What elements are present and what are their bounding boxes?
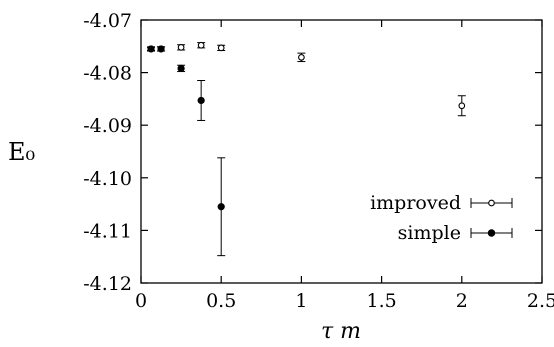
axis-ticks: [140, 19, 543, 284]
point-simple: [217, 203, 225, 211]
legend-label-simple: simple: [398, 222, 461, 244]
x-tick-label: 1.5: [366, 290, 396, 312]
x-axis-label: τ m: [321, 319, 361, 344]
y-tick-label: -4.11: [83, 220, 132, 242]
point-improved: [458, 102, 466, 110]
legend-marker-simple: [487, 229, 496, 237]
x-tick-label: 2.5: [527, 290, 554, 312]
y-tick-labels: -4.07 -4.08 -4.09 -4.10 -4.11 -4.12: [83, 10, 132, 295]
point-improved: [217, 44, 225, 52]
y-tick-label: -4.08: [83, 63, 132, 85]
legend-label-improved: improved: [370, 192, 461, 214]
x-tick-label: 2: [456, 290, 468, 312]
y-tick-label: -4.09: [83, 115, 132, 137]
point-simple: [147, 45, 155, 53]
point-simple: [157, 45, 165, 53]
x-tick-labels: 0 0.5 1 1.5 2 2.5: [135, 290, 554, 312]
y-tick-label: -4.07: [83, 10, 132, 32]
y-tick-label: -4.12: [83, 273, 132, 295]
plot-frame: [140, 19, 543, 284]
legend-marker-improved: [488, 199, 495, 207]
x-tick-label: 0.5: [206, 290, 236, 312]
legend: improved simple: [370, 192, 513, 244]
point-simple: [197, 96, 205, 105]
point-improved: [197, 41, 205, 49]
data-markers: [147, 41, 466, 211]
y-tick-label: -4.10: [83, 168, 132, 190]
point-simple: [177, 64, 185, 72]
y-axis-label: E₀: [8, 138, 35, 166]
x-tick-label: 0: [135, 290, 147, 312]
point-improved: [177, 44, 185, 51]
x-tick-label: 1: [295, 290, 307, 312]
point-improved: [298, 53, 305, 61]
